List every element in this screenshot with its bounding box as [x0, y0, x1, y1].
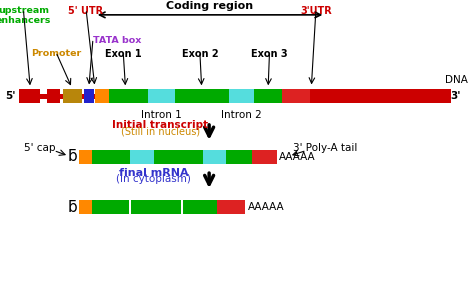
- Text: upstream
enhancers: upstream enhancers: [0, 6, 51, 25]
- Text: final mRNA: final mRNA: [118, 168, 188, 178]
- Text: ƃ: ƃ: [67, 200, 77, 215]
- Bar: [84, 89, 94, 103]
- Text: 3'UTR: 3'UTR: [300, 6, 332, 16]
- Bar: [46, 89, 61, 103]
- Text: 5' UTR: 5' UTR: [68, 6, 104, 16]
- Text: 5' cap: 5' cap: [24, 143, 55, 153]
- Text: AAAAA: AAAAA: [279, 152, 315, 162]
- Bar: [148, 89, 175, 103]
- Text: Intron 1: Intron 1: [141, 111, 182, 120]
- Bar: [203, 150, 226, 164]
- Bar: [325, 89, 451, 103]
- Bar: [181, 199, 182, 215]
- Text: ƃ: ƃ: [67, 149, 77, 164]
- Text: 3' Poly-A tail: 3' Poly-A tail: [293, 143, 357, 153]
- Bar: [155, 150, 203, 164]
- Bar: [129, 199, 131, 215]
- Text: TATA box: TATA box: [93, 36, 141, 45]
- Text: (in cytoplasm): (in cytoplasm): [116, 175, 191, 185]
- Bar: [254, 89, 282, 103]
- Bar: [79, 200, 92, 214]
- Bar: [18, 94, 451, 99]
- Bar: [130, 150, 155, 164]
- Text: Initial transcript: Initial transcript: [112, 120, 209, 130]
- Bar: [92, 150, 130, 164]
- Bar: [63, 89, 82, 103]
- Bar: [282, 89, 310, 103]
- Text: AAAAA: AAAAA: [248, 202, 284, 212]
- Text: Promoter: Promoter: [31, 49, 81, 58]
- Text: Exon 1: Exon 1: [105, 49, 142, 59]
- Bar: [226, 150, 252, 164]
- Bar: [92, 200, 218, 214]
- Text: Intron 2: Intron 2: [221, 111, 262, 120]
- Text: 3': 3': [450, 91, 461, 101]
- Text: (Still in nucleus): (Still in nucleus): [121, 127, 200, 137]
- Bar: [310, 89, 325, 103]
- Bar: [218, 200, 246, 214]
- Text: Coding region: Coding region: [165, 1, 253, 11]
- Text: DNA: DNA: [445, 75, 468, 85]
- Bar: [175, 89, 228, 103]
- Bar: [252, 150, 277, 164]
- Bar: [109, 89, 148, 103]
- Text: Exon 3: Exon 3: [251, 49, 288, 59]
- Bar: [95, 89, 109, 103]
- Bar: [228, 89, 254, 103]
- Bar: [79, 150, 92, 164]
- Bar: [18, 89, 39, 103]
- Text: Exon 2: Exon 2: [182, 49, 218, 59]
- Text: 5': 5': [5, 91, 16, 101]
